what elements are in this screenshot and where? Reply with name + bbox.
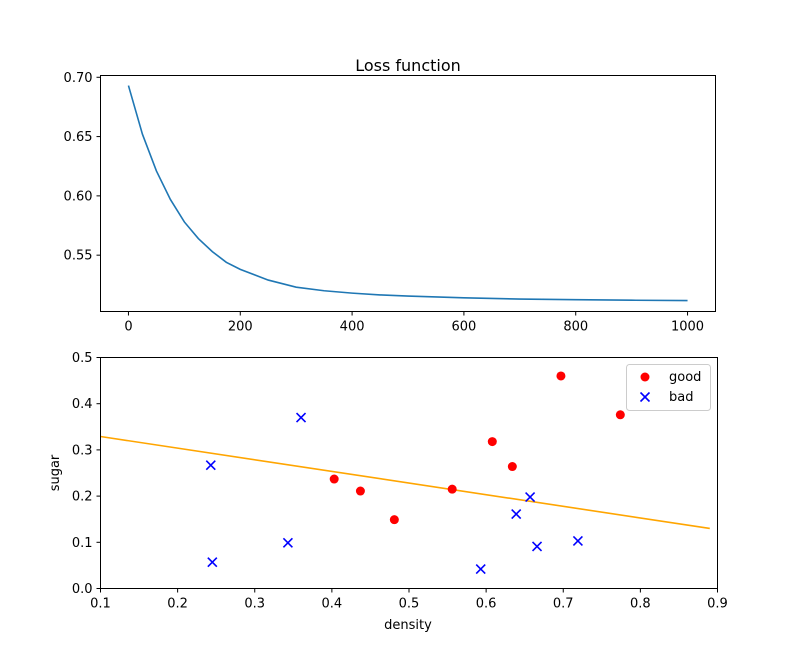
point-good (447, 484, 457, 494)
x-tick-label: 400 (340, 320, 365, 335)
legend: good bad (626, 364, 711, 411)
x-tick-label: 0.6 (476, 597, 497, 612)
y-tick-label: 0.60 (64, 189, 93, 204)
point-bad (572, 535, 583, 546)
x-tick-label: 800 (563, 320, 588, 335)
x-tick-label: 0 (124, 320, 132, 335)
x-tick-label: 0.2 (167, 597, 188, 612)
point-good (389, 515, 399, 525)
legend-bad-label: bad (669, 390, 693, 405)
x-tick-label: 0.8 (630, 597, 651, 612)
loss-y-axis: 0.55 0.60 0.65 0.70 (64, 71, 101, 264)
legend-good-label: good (669, 370, 701, 385)
legend-bad-marker (639, 391, 651, 403)
x-tick-label: 0.7 (553, 597, 574, 612)
point-bad (475, 564, 486, 575)
x-tick-label: 0.5 (399, 597, 420, 612)
loss-series-line (127, 85, 688, 302)
point-bad (295, 412, 307, 423)
y-tick-label: 0.0 (72, 582, 93, 597)
y-axis-label: sugar (48, 454, 63, 491)
point-bad (511, 509, 522, 520)
y-tick-label: 0.3 (72, 443, 93, 458)
point-bad (282, 537, 293, 548)
y-tick-label: 0.5 (72, 351, 93, 366)
loss-plot-frame (100, 75, 716, 312)
x-tick-label: 600 (451, 320, 476, 335)
point-good (556, 371, 566, 381)
chart-title: Loss function (355, 56, 461, 75)
legend-good-marker (640, 372, 650, 382)
x-tick-label: 200 (228, 320, 253, 335)
point-bad (531, 541, 543, 552)
y-tick-label: 0.4 (72, 397, 93, 412)
loss-plot-area (127, 85, 688, 302)
point-good (329, 474, 339, 484)
decision-boundary-line (100, 435, 710, 530)
y-tick-label: 0.2 (72, 490, 93, 505)
x-tick-label: 0.1 (90, 597, 111, 612)
loss-x-axis: 0 200 400 600 800 1000 (124, 311, 704, 335)
x-tick-label: 0.3 (244, 597, 265, 612)
point-bad (525, 491, 536, 503)
point-bad (207, 557, 218, 568)
y-tick-label: 0.55 (64, 249, 93, 264)
loss-chart: Loss function 0 200 400 600 800 1000 0.55 0.60… (64, 56, 716, 335)
y-tick-label: 0.1 (72, 536, 93, 551)
point-good (507, 462, 517, 472)
point-good (487, 437, 497, 447)
x-tick-label: 1000 (671, 320, 704, 335)
point-bad (205, 460, 216, 471)
scatter-x-axis: 0.1 0.2 0.3 0.4 0.5 0.6 0.7 0.8 0.9 (90, 588, 728, 612)
scatter-y-axis: 0.0 0.1 0.2 0.3 0.4 0.5 (72, 351, 101, 597)
scatter-chart: 0.1 0.2 0.3 0.4 0.5 0.6 0.7 0.8 0.9 0.00.10.20.3… (48, 351, 728, 633)
x-axis-label: density (384, 618, 432, 633)
x-tick-label: 0.4 (322, 597, 343, 612)
x-tick-label: 0.9 (707, 597, 728, 612)
scatter-plot-area (100, 371, 710, 575)
y-tick-label: 0.65 (64, 130, 93, 145)
point-good (355, 486, 365, 496)
point-good (615, 410, 625, 420)
scatter-plot-frame (100, 357, 718, 589)
y-tick-label: 0.70 (64, 71, 93, 86)
